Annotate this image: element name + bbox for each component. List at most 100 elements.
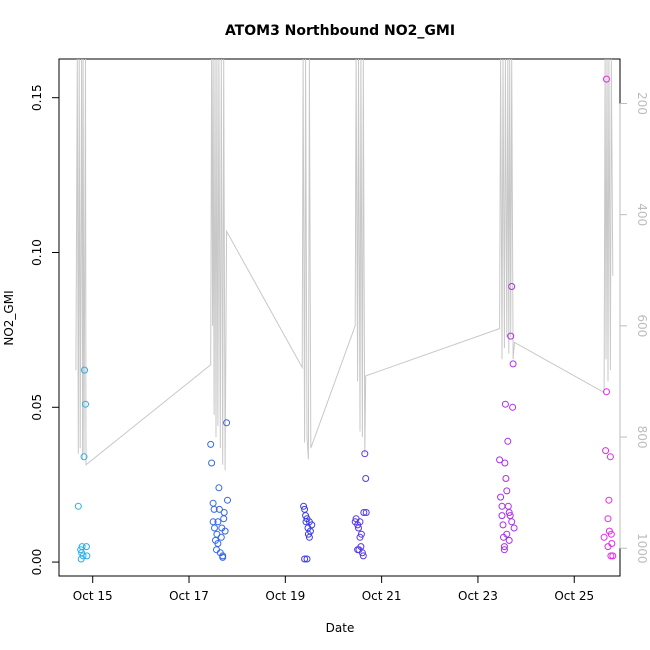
points-layer	[74, 75, 617, 563]
data-point	[606, 453, 614, 461]
data-point	[217, 533, 225, 541]
data-point	[496, 456, 504, 464]
x-tick-label: Oct 25	[554, 589, 594, 603]
data-point	[501, 400, 509, 408]
data-point	[209, 499, 217, 507]
x-axis: Oct 15 Oct 17 Oct 19 Oct 21 Oct 23 Oct 25	[73, 575, 594, 603]
data-point	[508, 518, 516, 526]
data-point	[355, 524, 362, 532]
y2-axis: 200 400 600 800 1000	[619, 92, 649, 564]
data-point	[354, 546, 362, 554]
data-point	[300, 502, 308, 510]
data-point	[308, 521, 316, 529]
y-tick-label: 0.10	[30, 239, 44, 266]
data-point	[303, 555, 311, 563]
data-point	[81, 366, 88, 374]
data-point	[215, 484, 223, 492]
data-point	[221, 527, 229, 535]
data-point	[504, 502, 512, 510]
data-point	[74, 502, 82, 510]
y2-tick-label: 600	[635, 314, 649, 337]
y2-tick-label: 200	[635, 92, 649, 115]
data-point	[83, 552, 91, 560]
data-point	[501, 459, 509, 467]
data-point	[220, 515, 228, 523]
data-point	[360, 509, 368, 516]
data-point	[214, 540, 222, 547]
data-point	[499, 521, 507, 529]
data-point	[497, 493, 505, 501]
data-point	[608, 540, 616, 547]
data-point	[604, 515, 612, 523]
data-point	[356, 533, 364, 541]
data-point	[505, 509, 513, 516]
data-point	[82, 543, 90, 551]
y2-tick-label: 1000	[635, 533, 649, 564]
data-point	[223, 419, 231, 427]
data-point	[211, 524, 218, 532]
y-axis-label: NO2_GMI	[2, 290, 16, 345]
data-point	[77, 555, 85, 563]
x-tick-label: Oct 21	[362, 589, 402, 603]
y-axis: 0.00 0.05 0.10 0.15	[30, 84, 60, 576]
data-point	[356, 518, 364, 526]
data-point	[301, 555, 309, 563]
pressure-line	[75, 59, 614, 471]
data-point	[302, 518, 310, 526]
data-point	[362, 475, 370, 482]
data-point	[600, 533, 608, 541]
data-point	[215, 505, 223, 513]
data-point	[605, 496, 613, 504]
chart-title: ATOM3 Northbound NO2_GMI	[225, 23, 455, 39]
data-point	[508, 283, 516, 290]
data-point	[507, 332, 515, 340]
data-point	[362, 509, 370, 516]
data-point	[224, 496, 231, 504]
data-point	[213, 546, 220, 554]
data-point	[604, 543, 612, 551]
data-point	[498, 512, 506, 520]
data-point	[503, 487, 511, 495]
y-tick-label: 0.05	[30, 394, 44, 421]
y2-tick-label: 800	[635, 426, 649, 449]
y2-tick-label: 400	[635, 203, 649, 226]
data-point	[510, 524, 518, 532]
data-point	[500, 543, 508, 551]
data-point	[207, 440, 215, 448]
data-point	[509, 360, 517, 368]
x-axis-label: Date	[326, 621, 355, 635]
data-point	[504, 437, 512, 445]
data-point	[502, 475, 510, 482]
data-point	[498, 502, 506, 510]
data-point	[607, 530, 615, 538]
plot-frame	[58, 58, 621, 577]
y-tick-label: 0.15	[30, 84, 44, 111]
data-point	[500, 546, 508, 554]
data-point	[358, 549, 366, 557]
data-point	[82, 400, 89, 408]
data-point	[607, 552, 615, 560]
x-tick-label: Oct 23	[458, 589, 498, 603]
data-point	[208, 459, 216, 467]
pressure-line-layer	[75, 59, 614, 471]
data-point	[210, 505, 218, 513]
data-point	[509, 403, 517, 411]
data-point	[219, 553, 227, 561]
x-tick-label: Oct 17	[169, 589, 209, 603]
data-point	[602, 447, 610, 455]
data-point	[506, 512, 514, 520]
x-tick-label: Oct 19	[265, 589, 305, 603]
x-tick-label: Oct 15	[73, 589, 113, 603]
data-point	[505, 536, 513, 544]
data-point	[603, 75, 610, 83]
y-tick-label: 0.00	[30, 549, 44, 576]
data-point	[603, 388, 610, 396]
data-point	[503, 530, 511, 538]
data-point	[80, 453, 88, 461]
data-point	[609, 552, 617, 560]
data-point	[214, 518, 222, 526]
data-point	[361, 450, 369, 458]
data-point	[78, 543, 86, 551]
data-point	[305, 533, 313, 541]
